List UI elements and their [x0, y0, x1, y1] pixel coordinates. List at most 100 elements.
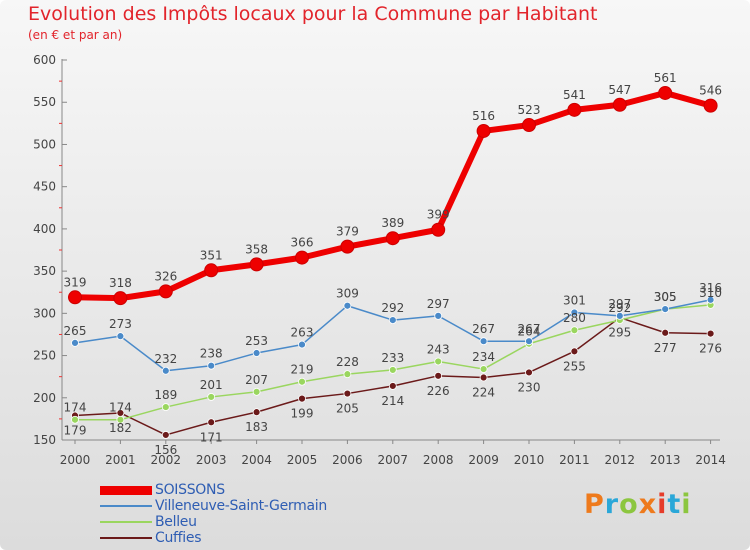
data-label: 310 [699, 286, 722, 300]
data-label: 267 [472, 322, 495, 336]
data-point [343, 389, 352, 398]
data-point [161, 431, 170, 439]
data-label: 358 [245, 242, 268, 256]
data-point [71, 415, 79, 424]
data-label: 263 [291, 326, 314, 340]
data-point [570, 308, 579, 317]
data-label: 233 [381, 351, 404, 365]
legend-swatch [100, 537, 152, 539]
data-point [252, 408, 261, 417]
data-point [434, 371, 443, 380]
data-point [525, 368, 533, 377]
data-point [207, 393, 216, 401]
data-point [661, 328, 670, 337]
y-tick-label: 400 [33, 222, 56, 236]
data-point [703, 98, 718, 113]
data-point [249, 257, 264, 272]
data-label: 309 [336, 287, 359, 301]
data-point [116, 332, 125, 341]
data-label: 226 [427, 384, 450, 398]
data-label: 174 [64, 401, 87, 415]
data-label: 264 [518, 325, 541, 339]
data-label: 276 [699, 342, 722, 356]
y-tick-label: 300 [33, 306, 56, 320]
x-tick-label: 2013 [650, 453, 681, 467]
data-label: 199 [291, 407, 314, 421]
data-label: 547 [608, 83, 631, 97]
data-point [113, 291, 128, 306]
data-point [343, 301, 352, 310]
data-label: 243 [427, 342, 450, 356]
data-label: 189 [154, 388, 177, 402]
data-label: 297 [608, 297, 631, 311]
data-point [479, 337, 488, 346]
logo-letter: P [584, 489, 605, 520]
data-label: 224 [472, 386, 495, 400]
data-label: 230 [518, 380, 541, 394]
data-label: 318 [109, 276, 132, 290]
data-label: 228 [336, 355, 359, 369]
data-label: 238 [200, 347, 223, 361]
x-tick-label: 2000 [60, 453, 91, 467]
data-point [476, 123, 491, 138]
chart-subtitle: (en € et par an) [28, 28, 123, 42]
data-point [340, 239, 355, 254]
data-label: 273 [109, 317, 132, 331]
data-label: 171 [200, 430, 223, 444]
x-tick-label: 2002 [151, 453, 182, 467]
data-label: 253 [245, 334, 268, 348]
x-tick-label: 2006 [332, 453, 363, 467]
x-tick-label: 2011 [559, 453, 590, 467]
chart-title: Evolution des Impôts locaux pour la Comm… [28, 3, 598, 25]
data-label: 205 [336, 402, 359, 416]
data-point [612, 97, 627, 112]
data-label: 207 [245, 373, 268, 387]
data-label: 183 [245, 420, 268, 434]
x-tick-label: 2014 [695, 453, 726, 467]
data-point [207, 361, 216, 370]
data-point [343, 370, 352, 379]
data-label: 523 [518, 103, 541, 117]
data-point [388, 366, 397, 374]
data-label: 267 [518, 322, 541, 336]
data-point [388, 382, 397, 390]
data-point [570, 347, 579, 356]
logo-letter: x [638, 489, 658, 520]
data-point [522, 118, 536, 133]
data-label: 399 [427, 208, 450, 222]
data-label: 389 [381, 216, 404, 230]
legend-label: Villeneuve-Saint-Germain [155, 498, 327, 514]
data-label: 351 [200, 248, 223, 262]
data-point [252, 349, 261, 357]
x-tick-label: 2003 [196, 453, 227, 467]
logo-letter: i [657, 489, 668, 520]
legend-label: Cuffies [155, 530, 202, 546]
y-tick-label: 150 [33, 433, 56, 447]
data-point [298, 340, 306, 349]
data-point [388, 316, 397, 324]
data-point [570, 326, 579, 335]
data-label: 280 [563, 311, 586, 325]
data-point [479, 373, 488, 382]
data-label: 277 [654, 341, 677, 355]
data-point [252, 387, 261, 396]
data-point [161, 366, 170, 375]
data-label: 316 [699, 281, 722, 295]
data-label: 326 [154, 269, 177, 283]
y-tick-label: 450 [33, 180, 56, 194]
data-label: 301 [563, 293, 586, 307]
legend-swatch [100, 521, 152, 523]
data-label: 174 [109, 401, 132, 415]
data-point [158, 284, 173, 299]
x-tick-label: 2007 [378, 453, 409, 467]
data-point [298, 394, 306, 403]
data-point [68, 290, 82, 305]
legend-label: SOISSONS [155, 482, 225, 498]
logo-letter: r [604, 489, 620, 520]
data-label: 295 [608, 326, 631, 340]
y-tick-label: 350 [33, 264, 56, 278]
data-point [431, 222, 446, 237]
data-point [479, 365, 488, 373]
data-label: 297 [427, 297, 450, 311]
